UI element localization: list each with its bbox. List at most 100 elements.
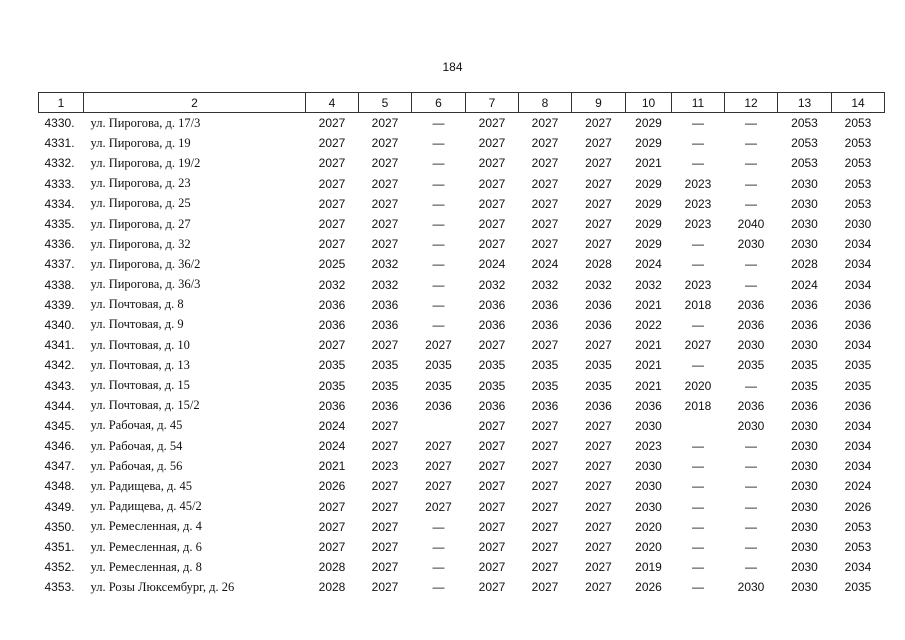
year-cell: 2027 [371, 237, 399, 252]
year-cell: 2027 [531, 580, 559, 595]
year-cell: 2040 [737, 217, 765, 232]
address: ул. Почтовая, д. 15/2 [90, 398, 200, 413]
year-cell: 2026 [844, 499, 872, 514]
year-cell: 2021 [635, 378, 662, 393]
year-cell: 2029 [635, 237, 662, 252]
year-cell: 2032 [371, 257, 399, 272]
table-row: 4345. ул. Рабочая, д. 45 2024 2027 2027 2027 2… [39, 416, 885, 436]
year-cell: 2027 [371, 418, 399, 433]
year-cell: — [432, 317, 445, 332]
year-cell: 2053 [791, 156, 818, 171]
year-cell: 2027 [585, 540, 612, 555]
year-cell: 2035 [371, 358, 399, 373]
address: ул. Пирогова, д. 25 [90, 196, 191, 211]
year-cell: — [745, 257, 757, 272]
year-cell: 2021 [635, 338, 662, 353]
year-cell: 2021 [635, 156, 662, 171]
year-cell: 2026 [318, 479, 346, 494]
year-cell: — [432, 116, 445, 131]
address: ул. Пирогова, д. 23 [90, 176, 191, 191]
year-cell: 2036 [371, 398, 399, 413]
year-cell: 2027 [371, 540, 399, 555]
year-cell: — [745, 116, 757, 131]
year-cell: 2030 [791, 338, 818, 353]
address: ул. Почтовая, д. 13 [90, 357, 190, 372]
year-cell: 2036 [635, 398, 662, 413]
year-cell: 2030 [737, 418, 765, 433]
year-cell: — [432, 540, 445, 555]
year-cell: 2030 [737, 580, 765, 595]
year-cell: 2030 [791, 560, 818, 575]
table-row: 4341. ул. Почтовая, д. 10 2027 2027 2027 2027… [39, 335, 885, 355]
year-cell: 2035 [844, 580, 872, 595]
year-cell: 2023 [684, 217, 712, 232]
year-cell: 2029 [635, 176, 662, 191]
year-cell: 2027 [478, 519, 506, 534]
year-cell: 2053 [844, 540, 872, 555]
year-cell: 2030 [791, 580, 818, 595]
year-cell: — [745, 277, 757, 292]
row-number: 4345. [44, 418, 75, 433]
year-cell: 2027 [425, 338, 452, 353]
table-row: 4353. ул. Розы Люксембург, д. 26 2028 2027 —… [39, 577, 885, 597]
year-cell: 2027 [478, 217, 506, 232]
year-cell: 2027 [371, 479, 399, 494]
year-cell: 2027 [478, 499, 506, 514]
year-cell: 2036 [425, 398, 452, 413]
year-cell: 2027 [371, 499, 399, 514]
year-cell: 2027 [371, 338, 399, 353]
header-cell: 2 [83, 92, 306, 113]
address: ул. Ремесленная, д. 8 [90, 559, 202, 574]
table-row: 4335. ул. Пирогова, д. 27 2027 2027 — 2027 202… [39, 214, 885, 234]
address: ул. Пирогова, д. 36/3 [90, 277, 201, 292]
year-cell: 2036 [371, 317, 399, 332]
year-cell: 2027 [531, 176, 559, 191]
year-cell: 2027 [478, 439, 506, 454]
year-cell: 2024 [844, 479, 872, 494]
table-row: 4340. ул. Почтовая, д. 9 2036 2036 — 2036 2036… [39, 315, 885, 335]
year-cell: 2029 [635, 116, 662, 131]
year-cell: 2036 [791, 317, 818, 332]
year-cell: — [692, 156, 704, 171]
address: ул. Радищева, д. 45 [90, 478, 193, 493]
year-cell: 2053 [844, 136, 872, 151]
table-row: 4343. ул. Почтовая, д. 15 2035 2035 2035 2035… [39, 375, 885, 395]
row-number: 4339. [44, 297, 75, 312]
address: ул. Пирогова, д. 36/2 [90, 256, 201, 271]
year-cell: 2030 [791, 519, 818, 534]
year-cell: — [692, 116, 704, 131]
year-cell: 2027 [371, 439, 399, 454]
year-cell: 2030 [791, 439, 818, 454]
year-cell: 2027 [318, 176, 346, 191]
year-cell: 2027 [478, 338, 506, 353]
year-cell: 2024 [318, 439, 346, 454]
row-number: 4330. [44, 116, 75, 131]
year-cell: 2036 [318, 297, 346, 312]
year-cell: 2034 [844, 338, 872, 353]
year-cell: 2027 [585, 580, 612, 595]
year-cell: 2027 [478, 560, 506, 575]
year-cell: 2027 [531, 459, 559, 474]
year-cell: — [745, 519, 757, 534]
year-cell: 2029 [635, 196, 662, 211]
header-cell: 12 [724, 92, 778, 113]
header-row: 1 2 4 5 6 7 8 9 10 11 12 13 14 [38, 92, 885, 113]
year-cell: 2027 [318, 237, 346, 252]
year-cell: 2035 [585, 378, 612, 393]
year-cell: — [692, 439, 704, 454]
year-cell: — [745, 176, 757, 191]
table-row: 4349. ул. Радищева, д. 45/2 2027 2027 2027 20… [39, 497, 885, 517]
year-cell: 2027 [371, 136, 399, 151]
year-cell: — [745, 459, 757, 474]
year-cell: 2030 [635, 499, 662, 514]
year-cell: — [432, 519, 445, 534]
year-cell: — [692, 257, 704, 272]
year-cell: 2036 [478, 398, 506, 413]
year-cell: 2027 [371, 519, 399, 534]
address: ул. Рабочая, д. 54 [90, 438, 183, 453]
table-row: 4333. ул. Пирогова, д. 23 2027 2027 — 2027 202… [39, 174, 885, 194]
year-cell: 2020 [684, 378, 712, 393]
year-cell: 2027 [371, 560, 399, 575]
year-cell: — [432, 156, 445, 171]
